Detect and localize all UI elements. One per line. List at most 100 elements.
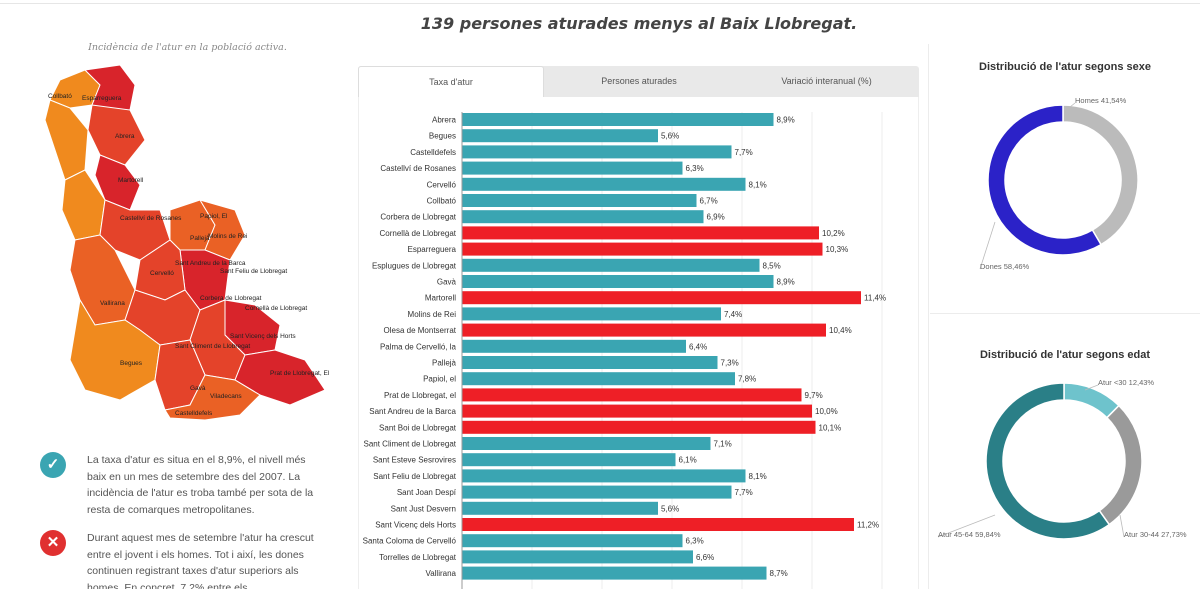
value-label: 10,1% xyxy=(819,423,842,432)
leader-line xyxy=(937,514,996,538)
bar xyxy=(462,339,686,353)
category-label: Papiol, el xyxy=(423,375,456,384)
bar xyxy=(462,161,683,175)
category-label: Sant Climent de Llobregat xyxy=(364,440,457,449)
bar xyxy=(462,323,826,337)
map-label: Esparreguera xyxy=(82,95,122,102)
bar xyxy=(462,177,746,191)
donut-slice xyxy=(1063,382,1120,419)
tab-variacio-interanual[interactable]: Variació interanual (%) xyxy=(781,76,872,86)
bar xyxy=(462,291,861,305)
value-label: 8,7% xyxy=(770,569,788,578)
bar xyxy=(462,356,718,369)
tab-persones-aturades[interactable]: Persones aturades xyxy=(601,76,677,86)
map-label: Cornellà de Llobregat xyxy=(245,305,307,312)
bar xyxy=(462,469,746,483)
category-label: Molins de Rei xyxy=(408,310,457,319)
category-label: Gavà xyxy=(437,278,457,287)
top-rule xyxy=(0,3,1200,4)
map-label: Sant Andreu de la Barca xyxy=(175,260,246,267)
category-label: Torrelles de Llobregat xyxy=(379,553,457,562)
value-label: 9,7% xyxy=(805,391,823,400)
map-label: Collbató xyxy=(48,93,72,100)
map-region xyxy=(44,99,89,181)
map-region xyxy=(164,374,261,420)
value-label: 6,9% xyxy=(707,213,725,222)
note-text: Durant aquest mes de setembre l'atur ha … xyxy=(87,532,314,589)
choropleth-map: Collbató Esparreguera Abrera Martorell Caste… xyxy=(44,64,330,420)
bar-chart: Abrera 8,9% Begues 5,6% Castelldefels 7,7% Cas… xyxy=(363,112,886,589)
note-negative: ✕ Durant aquest mes de setembre l'atur h… xyxy=(40,530,315,589)
category-label: Sant Vicenç dels Horts xyxy=(375,521,456,530)
map-label: Begues xyxy=(120,360,143,367)
value-label: 7,7% xyxy=(735,488,753,497)
bar xyxy=(462,437,711,450)
map-label: Martorell xyxy=(118,177,144,184)
bar xyxy=(462,307,721,321)
category-label: Sant Joan Despí xyxy=(397,488,457,497)
bar xyxy=(462,258,760,272)
value-label: 6,4% xyxy=(689,342,707,351)
value-label: 11,4% xyxy=(864,294,886,303)
value-label: 10,0% xyxy=(815,407,838,416)
bar xyxy=(462,388,802,402)
category-label: Castelldefels xyxy=(410,148,456,157)
donut-slice xyxy=(1062,104,1139,246)
value-label: 10,2% xyxy=(822,229,845,238)
category-label: Castellví de Rosanes xyxy=(380,164,456,173)
map-label: Abrera xyxy=(115,133,135,140)
bar-chart-frame xyxy=(358,97,919,589)
bar xyxy=(462,453,676,467)
map-label: Sant Climent de Llobregat xyxy=(175,343,250,350)
bar xyxy=(462,550,693,564)
category-label: Abrera xyxy=(432,116,457,125)
category-label: Corbera de Llobregat xyxy=(380,213,456,222)
map-caption: Incidència de l'atur en la població acti… xyxy=(88,42,287,53)
value-label: 7,8% xyxy=(738,375,756,384)
slice-label: Atur <30 12,43% xyxy=(1098,378,1154,387)
value-label: 6,6% xyxy=(696,553,714,562)
bar xyxy=(462,145,732,159)
slice-label: Atur 30-44 27,73% xyxy=(1124,530,1187,539)
bar xyxy=(462,113,774,126)
category-label: Palma de Cervelló, la xyxy=(380,342,457,351)
map-label: Corbera de Llobregat xyxy=(200,295,262,302)
divider xyxy=(928,44,929,589)
map-label: Cervelló xyxy=(150,270,174,277)
value-label: 11,2% xyxy=(857,521,879,530)
category-label: Begues xyxy=(429,132,456,141)
category-label: Cornellà de Llobregat xyxy=(380,229,457,238)
value-label: 10,4% xyxy=(829,326,852,335)
map-label: Sant Feliu de Llobregat xyxy=(220,268,287,275)
category-label: Sant Just Desvern xyxy=(391,504,456,513)
category-label: Esparreguera xyxy=(408,245,457,254)
slice-label: Atur 45-64 59,84% xyxy=(938,530,1001,539)
category-label: Sant Boi de Llobregat xyxy=(379,423,457,432)
note-text: La taxa d'atur es situa en el 8,9%, el n… xyxy=(87,454,314,516)
value-label: 6,1% xyxy=(679,456,697,465)
category-label: Esplugues de Llobregat xyxy=(372,261,457,270)
bar xyxy=(462,372,735,386)
category-label: Sant Andreu de la Barca xyxy=(369,407,456,416)
divider xyxy=(930,313,1200,314)
value-label: 5,6% xyxy=(661,132,679,141)
tab-taxa-atur[interactable]: Taxa d'atur xyxy=(358,66,544,97)
cross-icon: ✕ xyxy=(40,530,66,556)
bar xyxy=(462,194,697,207)
category-label: Vallirana xyxy=(425,569,456,578)
map-label: Molins de Rei xyxy=(208,233,247,240)
value-label: 7,7% xyxy=(735,148,753,157)
category-label: Olesa de Montserrat xyxy=(384,326,457,335)
map-label: Castelldefels xyxy=(175,410,213,417)
category-label: Santa Coloma de Cervelló xyxy=(363,537,457,546)
donut-chart-age: Atur <30 12,43% Atur 30-44 27,73% Atur 45-… xyxy=(937,378,1187,540)
value-label: 6,3% xyxy=(686,537,704,546)
value-label: 7,3% xyxy=(721,359,739,368)
slice-label: Dones 58,46% xyxy=(980,262,1030,271)
bar xyxy=(462,501,658,515)
page-headline: 139 persones aturades menys al Baix Llob… xyxy=(420,14,858,33)
map-label: Vallirana xyxy=(100,300,125,307)
value-label: 6,7% xyxy=(700,197,718,206)
map-label: Papiol, El xyxy=(200,213,228,220)
donut-chart-sex: Homes 41,54% Dones 58,46% xyxy=(979,96,1139,271)
